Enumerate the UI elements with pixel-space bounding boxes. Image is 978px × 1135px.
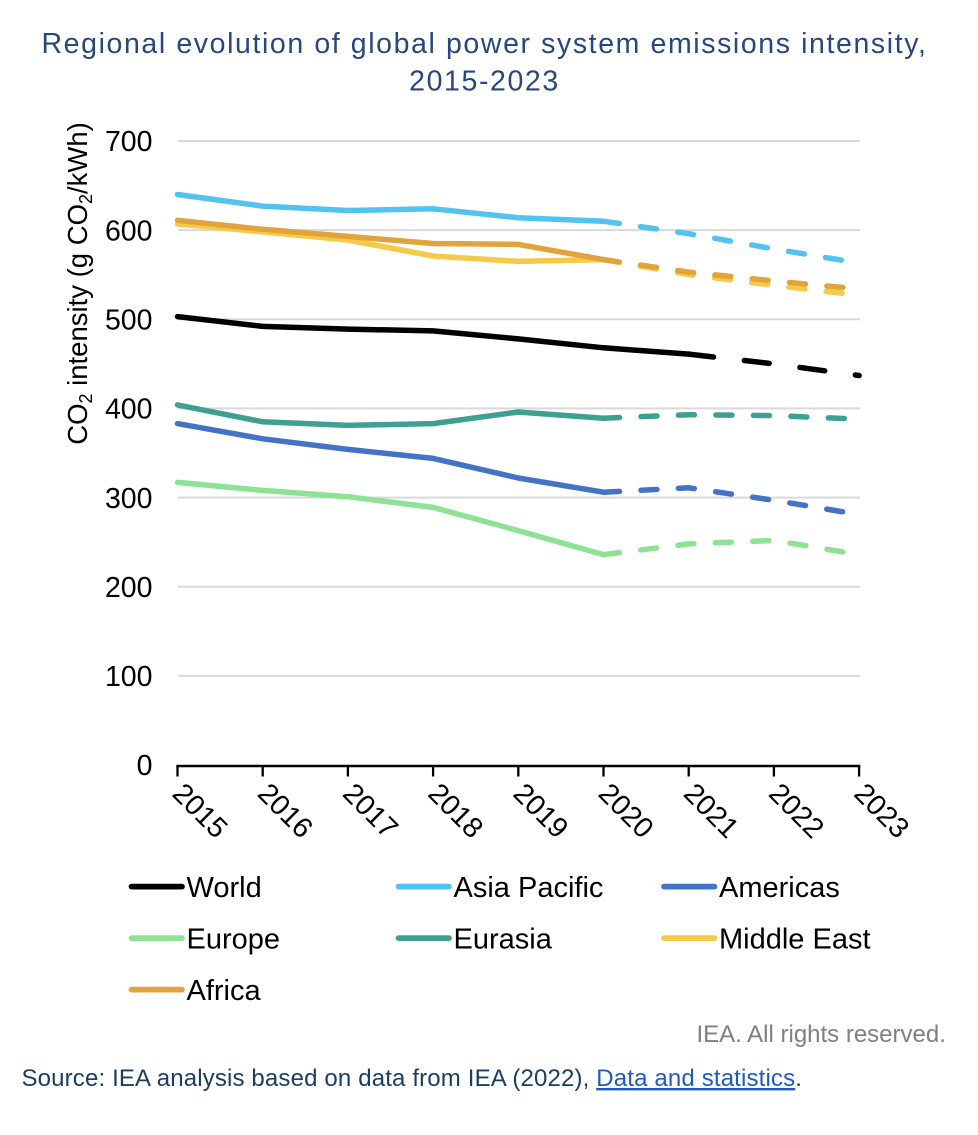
svg-text:Africa: Africa <box>187 975 262 1007</box>
svg-text:CO2 intensity (g CO2/kWh): CO2 intensity (g CO2/kWh) <box>62 122 96 445</box>
svg-text:Asia Pacific: Asia Pacific <box>454 872 604 904</box>
svg-text:Middle East: Middle East <box>719 924 871 956</box>
svg-text:200: 200 <box>105 572 153 604</box>
svg-text:Europe: Europe <box>187 924 281 956</box>
svg-text:100: 100 <box>105 661 153 693</box>
svg-text:IEA. All rights reserved.: IEA. All rights reserved. <box>696 1021 945 1048</box>
svg-text:Eurasia: Eurasia <box>454 924 553 956</box>
svg-text:World: World <box>187 872 262 904</box>
svg-text:400: 400 <box>105 394 153 426</box>
svg-text:2015-2023: 2015-2023 <box>409 66 560 98</box>
svg-text:Americas: Americas <box>719 872 840 904</box>
svg-text:Source: IEA analysis based on: Source: IEA analysis based on data from … <box>22 1065 803 1092</box>
svg-text:Regional evolution of global p: Regional evolution of global power syste… <box>42 28 928 60</box>
svg-text:600: 600 <box>105 215 153 247</box>
svg-text:700: 700 <box>105 126 153 158</box>
svg-text:500: 500 <box>105 305 153 337</box>
svg-text:0: 0 <box>137 750 153 782</box>
svg-text:300: 300 <box>105 483 153 515</box>
